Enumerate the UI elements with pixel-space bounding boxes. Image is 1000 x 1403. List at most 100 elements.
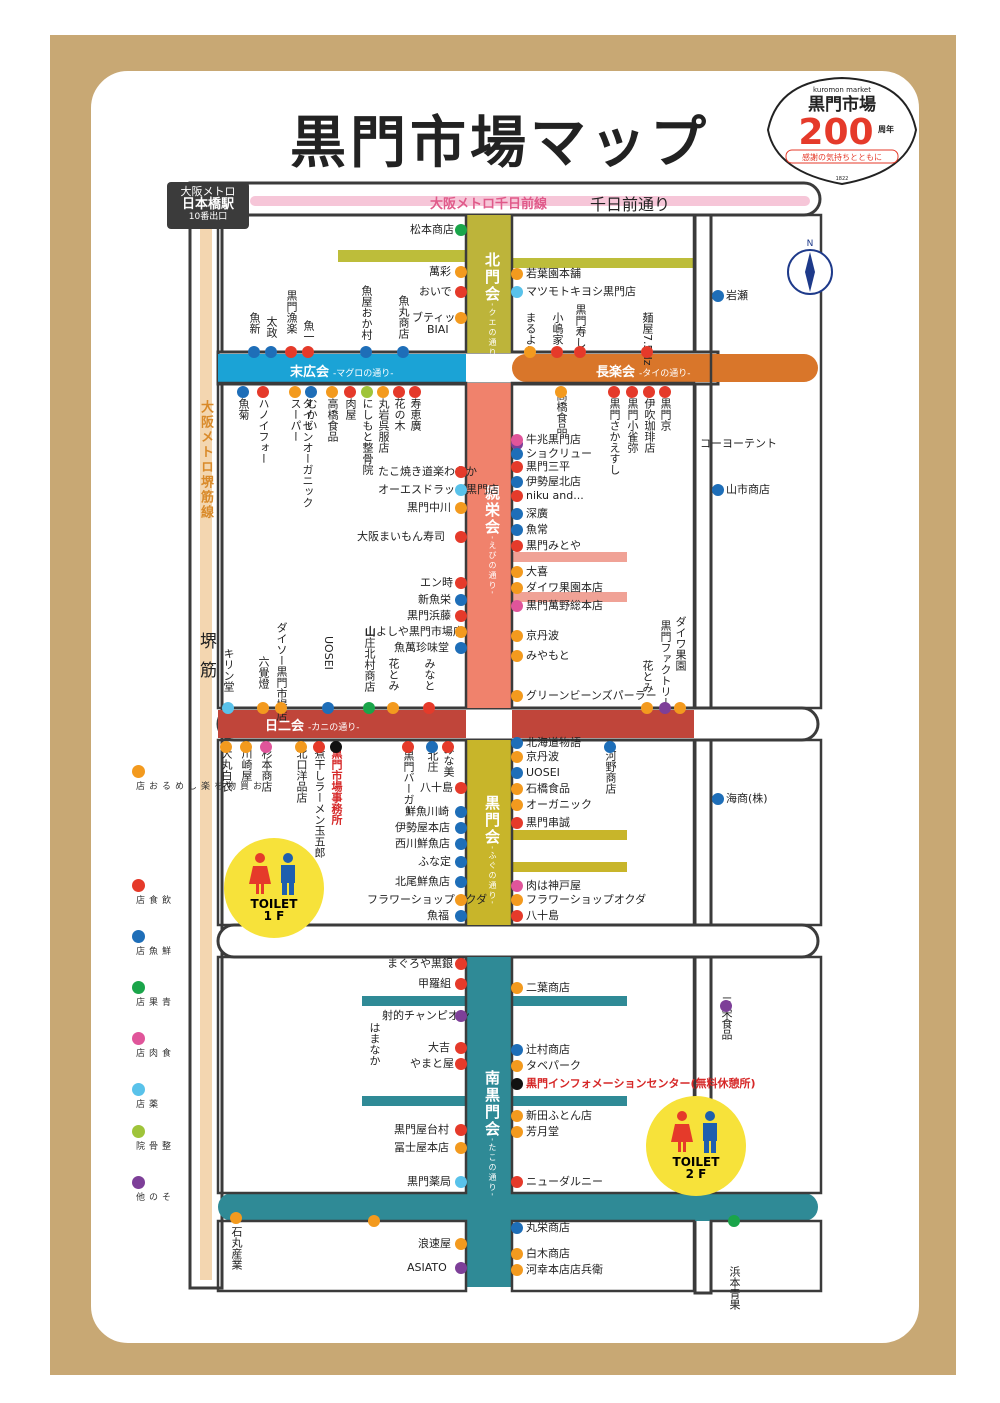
shop-label-vertical: 魚一	[302, 320, 315, 342]
legend-dot	[132, 1176, 145, 1189]
shop-dot	[511, 524, 523, 536]
shop-label: 石橋食品	[526, 782, 570, 795]
shop-label: 伊勢屋北店	[526, 475, 581, 488]
shop-dot	[511, 767, 523, 779]
shop-label: 大吉	[428, 1041, 450, 1054]
shop-dot	[659, 702, 671, 714]
shop-dot	[257, 386, 269, 398]
shop-dot	[455, 502, 467, 514]
shop-label: 魚福	[427, 909, 449, 922]
shop-dot	[455, 626, 467, 638]
arcade-kitamon	[466, 215, 512, 353]
shop-dot	[455, 894, 467, 906]
shop-dot	[397, 346, 409, 358]
shop-label-vertical: 魚菊	[237, 398, 250, 420]
page-title: 黒門市場マップ	[290, 111, 710, 176]
badge-name: 黒門市場	[808, 94, 876, 115]
shop-label: 冨士屋本店	[394, 1141, 449, 1154]
shop-label: 黒門中川	[407, 501, 451, 514]
shop-dot	[511, 1060, 523, 1072]
block-outline	[709, 1219, 823, 1293]
shop-label-vertical: キリン堂	[222, 648, 235, 692]
alley-m3	[362, 1096, 467, 1106]
shop-dot	[455, 1010, 467, 1022]
shop-label: おいで	[419, 285, 452, 298]
street-suehiro-name: 末広会	[290, 365, 330, 380]
shop-dot	[455, 266, 467, 278]
shop-label: 魚常	[526, 523, 548, 536]
shop-label: UOSEI	[526, 766, 560, 779]
shop-dot	[260, 741, 272, 753]
shop-label: 黒門屋台村	[394, 1123, 449, 1136]
street-south-road	[218, 1193, 818, 1221]
legend-dot	[132, 1032, 145, 1045]
legend-dot	[132, 981, 145, 994]
shop-label-vertical: 肉屋	[344, 398, 357, 420]
shop-dot	[302, 346, 314, 358]
assoc-kuromon-name: 黒門会	[483, 795, 501, 846]
shop-label-vertical: 花とみ	[641, 660, 654, 693]
shop-dot	[511, 1044, 523, 1056]
shop-dot	[511, 1078, 523, 1090]
assoc-minami-name: 南黒門会	[483, 1070, 501, 1138]
shop-label-vertical: タイゼンオーガニックスーパー	[289, 398, 314, 508]
shop-dot	[511, 894, 523, 906]
block-outline	[510, 955, 696, 1195]
shop-dot	[641, 702, 653, 714]
shop-dot	[455, 577, 467, 589]
legend-label: 整骨院	[134, 1141, 170, 1150]
shop-label: ブティック	[412, 311, 467, 324]
legend-dot	[132, 765, 145, 778]
shop-dot	[230, 1212, 242, 1224]
shop-dot	[295, 741, 307, 753]
block-outline	[709, 738, 823, 927]
shop-label-vertical: 魚丸商店	[397, 295, 410, 339]
street-chorakukai: 長楽会 -タイの通り-	[596, 361, 691, 380]
alley-m2	[512, 996, 627, 1006]
shop-label: 黒門串誠	[526, 816, 570, 829]
shop-label-vertical: 河野商店	[604, 750, 617, 794]
shop-label-vertical: 花の木	[393, 398, 406, 431]
shop-dot	[555, 386, 567, 398]
arcade-minami	[466, 957, 512, 1287]
shop-label: 黒門みとや	[526, 539, 581, 552]
legend-label: お買物を楽しめるお店	[134, 781, 261, 790]
toilet-1f-a: TOILET	[250, 897, 298, 911]
shop-label: 黒門薬局	[407, 1175, 451, 1188]
shop-label: 大阪まいもん寿司	[357, 530, 445, 543]
sennichimae-line-label: 大阪メトロ千日前線	[430, 197, 548, 212]
street-chorakukai-sub: -タイの通り-	[639, 369, 691, 379]
legend-dot	[132, 1083, 145, 1096]
station-line1: 大阪メトロ	[180, 185, 236, 198]
shop-dot	[237, 386, 249, 398]
assoc-kitamon: 北門会-クエの通り-	[482, 252, 503, 363]
shop-label: 松本商店	[410, 223, 454, 236]
shop-label: みやもと	[526, 649, 570, 662]
shop-label-vertical: 魚新	[248, 312, 261, 334]
shop-dot	[511, 490, 523, 502]
shop-label: 丸栄商店	[526, 1221, 570, 1234]
shop-label: ASIATO	[407, 1261, 447, 1274]
shop-dot	[455, 1058, 467, 1070]
shop-dot	[455, 610, 467, 622]
shop-dot	[402, 741, 414, 753]
shop-dot	[313, 741, 325, 753]
shop-label-vertical: 北庄	[426, 750, 439, 772]
street-nichinikai: 日二会 -カニの通り-	[265, 715, 360, 734]
assoc-minami: 南黒門会-たこの通り-	[482, 1070, 503, 1198]
shop-label: たこ焼き道楽わなか	[378, 465, 477, 478]
shop-dot	[455, 806, 467, 818]
shop-label-vertical: 太政	[265, 316, 278, 338]
shop-dot	[511, 650, 523, 662]
shop-label: マツモトキヨシ黒門店	[526, 285, 636, 298]
legend-dot	[132, 930, 145, 943]
legend-label: 飲食店	[134, 895, 170, 904]
shop-dot	[712, 290, 724, 302]
shop-dot	[524, 346, 536, 358]
block-outline	[709, 955, 823, 1195]
station-line2: 日本橋駅	[181, 197, 234, 212]
shop-dot	[659, 386, 671, 398]
block-outline	[216, 213, 468, 354]
alley-s1	[512, 552, 627, 562]
shop-label: 岩瀬	[726, 289, 748, 302]
